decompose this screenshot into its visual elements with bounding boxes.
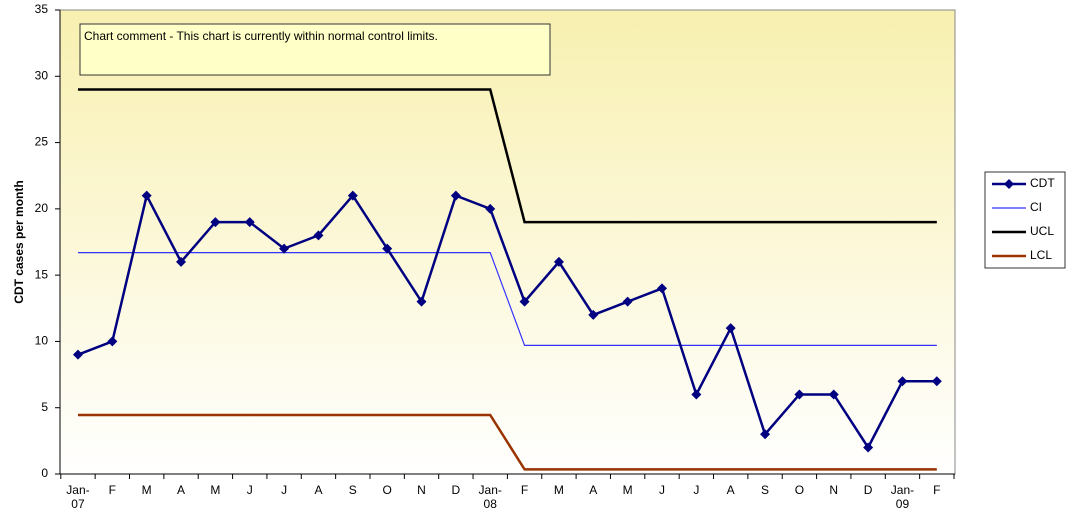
x-tick-label: M bbox=[622, 483, 633, 497]
y-tick-label: 15 bbox=[35, 267, 49, 281]
x-tick-label: N bbox=[417, 483, 426, 497]
x-tick-label: M bbox=[210, 483, 221, 497]
marker bbox=[794, 389, 805, 400]
x-tick-label: D bbox=[451, 483, 461, 497]
y-tick-label: 10 bbox=[35, 334, 49, 348]
legend-label: CDT bbox=[1030, 176, 1055, 190]
marker bbox=[588, 309, 599, 320]
series-line bbox=[77, 252, 937, 347]
marker bbox=[931, 376, 942, 387]
x-tick-label: Jan- 07 bbox=[66, 483, 90, 511]
x-tick-label: Jan- 09 bbox=[890, 483, 915, 511]
marker bbox=[107, 336, 118, 347]
marker bbox=[897, 376, 908, 387]
marker bbox=[553, 256, 564, 267]
x-tick-label: A bbox=[726, 483, 735, 497]
marker bbox=[210, 217, 221, 228]
x-tick-label: S bbox=[761, 483, 770, 497]
x-tick-label: J bbox=[246, 483, 253, 497]
x-tick-label: M bbox=[141, 483, 152, 497]
marker bbox=[313, 230, 324, 241]
marker bbox=[622, 296, 633, 307]
marker bbox=[244, 217, 255, 228]
marker bbox=[72, 349, 83, 360]
marker bbox=[176, 256, 187, 267]
y-tick-label: 35 bbox=[35, 2, 49, 16]
annotation: Chart comment - This chart is currently … bbox=[84, 29, 438, 43]
legend-marker bbox=[1004, 179, 1014, 189]
marker bbox=[863, 442, 874, 453]
x-tick-label: A bbox=[314, 483, 323, 497]
series-line bbox=[77, 413, 937, 471]
legend-label: CI bbox=[1030, 200, 1042, 214]
y-tick-label: 0 bbox=[41, 466, 48, 480]
x-tick-label: A bbox=[589, 483, 598, 497]
y-tick-label: 30 bbox=[35, 68, 49, 82]
marker bbox=[725, 323, 736, 334]
marker bbox=[828, 389, 839, 400]
comment-box bbox=[79, 23, 551, 76]
x-tick-label: S bbox=[348, 483, 357, 497]
series-line bbox=[77, 192, 937, 450]
plot-area bbox=[59, 9, 956, 475]
marker bbox=[450, 190, 461, 201]
marker bbox=[519, 296, 530, 307]
marker bbox=[382, 243, 393, 254]
x-tick-label: N bbox=[829, 483, 839, 497]
marker bbox=[279, 243, 290, 254]
marker bbox=[485, 203, 496, 214]
x-tick-label: M bbox=[553, 483, 564, 497]
marker bbox=[656, 283, 667, 294]
marker bbox=[691, 389, 702, 400]
x-tick-label: F bbox=[108, 483, 116, 497]
marker bbox=[347, 190, 358, 201]
x-tick-label: O bbox=[794, 483, 805, 497]
marker bbox=[416, 296, 427, 307]
legend-label: LCL bbox=[1030, 248, 1052, 262]
y-axis-label: CDT cases per month bbox=[12, 180, 26, 303]
legend-box bbox=[984, 171, 1066, 269]
legend-label: UCL bbox=[1030, 224, 1054, 238]
x-tick-label: O bbox=[382, 483, 392, 497]
x-tick-label: F bbox=[520, 483, 529, 497]
x-tick-label: J bbox=[281, 483, 288, 497]
x-tick-label: D bbox=[863, 483, 873, 497]
x-tick-label: F bbox=[933, 483, 941, 497]
x-tick-label: Jan- 08 bbox=[478, 483, 502, 511]
marker bbox=[760, 429, 771, 440]
x-tick-label: J bbox=[693, 483, 700, 497]
marker bbox=[141, 190, 152, 201]
y-tick-label: 5 bbox=[41, 400, 48, 414]
x-tick-label: A bbox=[177, 483, 186, 497]
y-tick-label: 20 bbox=[35, 201, 49, 215]
series-line bbox=[77, 88, 937, 224]
x-tick-label: J bbox=[658, 483, 665, 497]
y-tick-label: 25 bbox=[35, 135, 49, 149]
